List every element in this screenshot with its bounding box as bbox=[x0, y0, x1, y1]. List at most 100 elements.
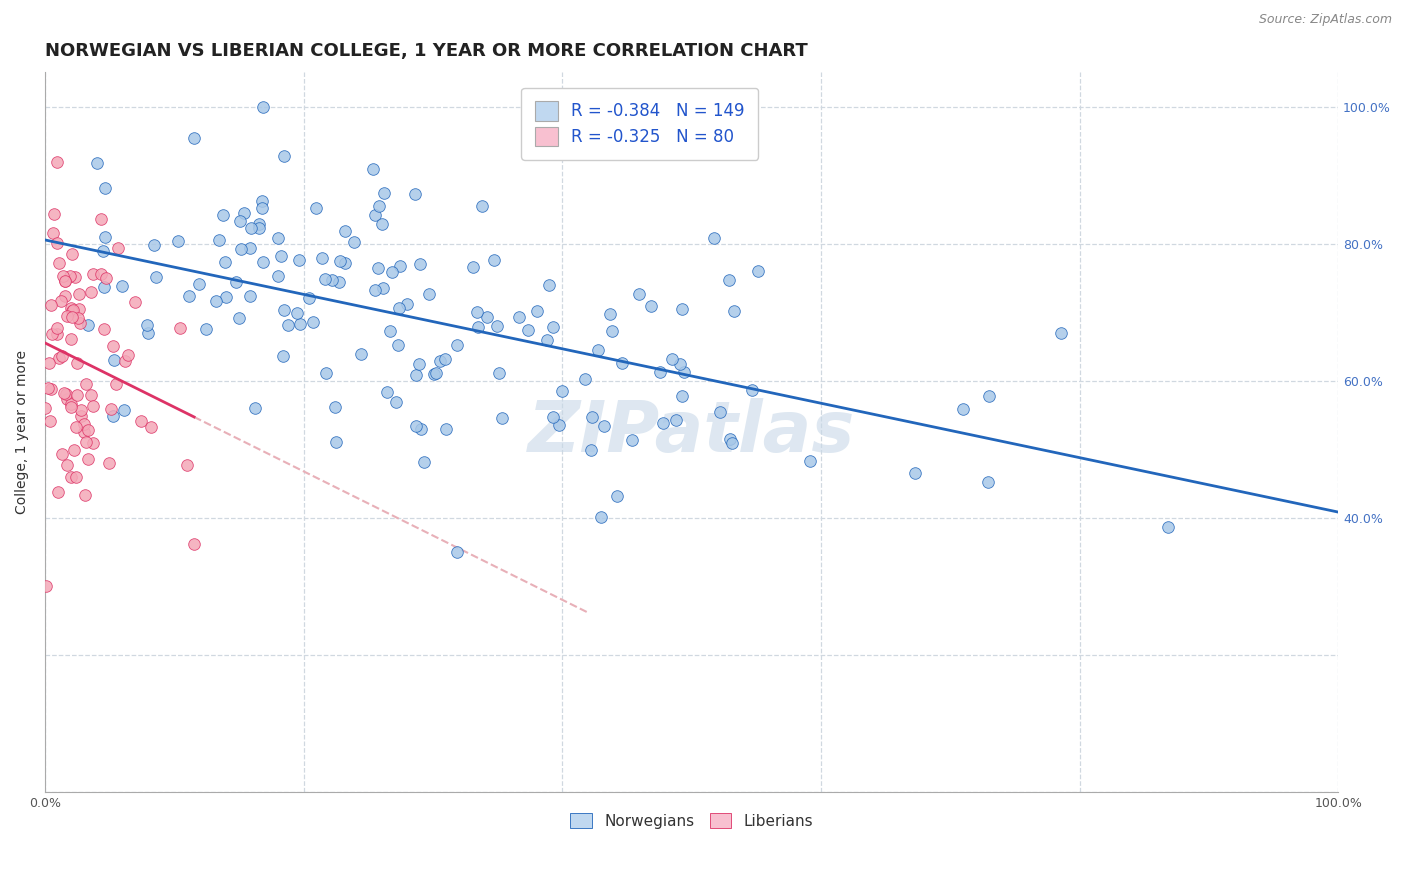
Point bbox=[305, 201, 328, 215]
Point bbox=[703, 231, 725, 245]
Point bbox=[62, 247, 84, 261]
Point bbox=[640, 299, 662, 313]
Point bbox=[225, 275, 247, 289]
Point bbox=[606, 489, 628, 503]
Point bbox=[76, 423, 98, 437]
Point bbox=[48, 351, 70, 365]
Point bbox=[333, 224, 356, 238]
Point bbox=[53, 289, 76, 303]
Point bbox=[301, 315, 323, 329]
Point bbox=[53, 386, 76, 401]
Point bbox=[145, 270, 167, 285]
Point bbox=[277, 318, 299, 332]
Point bbox=[1050, 326, 1073, 340]
Point bbox=[90, 267, 112, 281]
Point bbox=[46, 484, 69, 499]
Point bbox=[486, 319, 509, 334]
Point bbox=[65, 470, 87, 484]
Point bbox=[536, 334, 558, 348]
Point bbox=[39, 298, 62, 312]
Point bbox=[93, 280, 115, 294]
Point bbox=[103, 339, 125, 353]
Point bbox=[311, 251, 333, 265]
Point bbox=[384, 395, 406, 409]
Point bbox=[446, 338, 468, 352]
Point bbox=[593, 419, 616, 434]
Point bbox=[952, 402, 974, 417]
Point bbox=[671, 301, 693, 316]
Point bbox=[252, 100, 274, 114]
Point bbox=[709, 405, 731, 419]
Point bbox=[747, 264, 769, 278]
Point bbox=[73, 417, 96, 431]
Text: ZIPatlas: ZIPatlas bbox=[527, 398, 855, 467]
Point bbox=[404, 186, 426, 201]
Point bbox=[107, 241, 129, 255]
Point bbox=[208, 233, 231, 247]
Point bbox=[34, 401, 56, 415]
Point bbox=[669, 357, 692, 371]
Point bbox=[75, 377, 97, 392]
Point bbox=[378, 324, 401, 338]
Point bbox=[243, 401, 266, 416]
Point bbox=[63, 443, 86, 458]
Point bbox=[547, 418, 569, 433]
Point bbox=[60, 310, 83, 325]
Point bbox=[723, 304, 745, 318]
Point bbox=[482, 253, 505, 268]
Point bbox=[423, 368, 446, 382]
Point bbox=[516, 323, 538, 337]
Point bbox=[586, 343, 609, 357]
Point bbox=[409, 256, 432, 270]
Point bbox=[543, 410, 565, 425]
Y-axis label: College, 1 year or more: College, 1 year or more bbox=[15, 351, 30, 514]
Point bbox=[51, 349, 73, 363]
Point bbox=[405, 368, 427, 382]
Point bbox=[53, 274, 76, 288]
Point bbox=[252, 254, 274, 268]
Point bbox=[526, 304, 548, 318]
Point bbox=[59, 469, 82, 483]
Point bbox=[343, 235, 366, 249]
Point bbox=[671, 389, 693, 403]
Point bbox=[298, 291, 321, 305]
Point bbox=[467, 319, 489, 334]
Point bbox=[314, 272, 336, 286]
Point bbox=[247, 218, 270, 232]
Point bbox=[471, 199, 494, 213]
Point bbox=[741, 383, 763, 397]
Point bbox=[60, 397, 83, 411]
Point bbox=[429, 354, 451, 368]
Point bbox=[139, 420, 162, 434]
Point bbox=[600, 324, 623, 338]
Point bbox=[335, 256, 357, 270]
Point bbox=[183, 537, 205, 551]
Point bbox=[718, 432, 741, 446]
Point bbox=[370, 217, 392, 231]
Point bbox=[239, 220, 262, 235]
Point bbox=[434, 422, 457, 436]
Point bbox=[52, 268, 75, 283]
Point bbox=[142, 238, 165, 252]
Point bbox=[721, 436, 744, 450]
Point bbox=[169, 320, 191, 334]
Point bbox=[591, 509, 613, 524]
Point bbox=[37, 381, 59, 395]
Point bbox=[66, 356, 89, 370]
Point bbox=[395, 297, 418, 311]
Point bbox=[70, 403, 93, 417]
Point bbox=[82, 267, 104, 281]
Point bbox=[610, 356, 633, 370]
Point bbox=[238, 289, 260, 303]
Point bbox=[661, 351, 683, 366]
Point bbox=[65, 419, 87, 434]
Point bbox=[418, 286, 440, 301]
Point bbox=[371, 280, 394, 294]
Point bbox=[111, 278, 134, 293]
Point bbox=[46, 327, 69, 342]
Point bbox=[77, 318, 100, 332]
Point bbox=[350, 347, 373, 361]
Point bbox=[367, 261, 389, 276]
Point bbox=[621, 433, 644, 447]
Point bbox=[388, 301, 411, 315]
